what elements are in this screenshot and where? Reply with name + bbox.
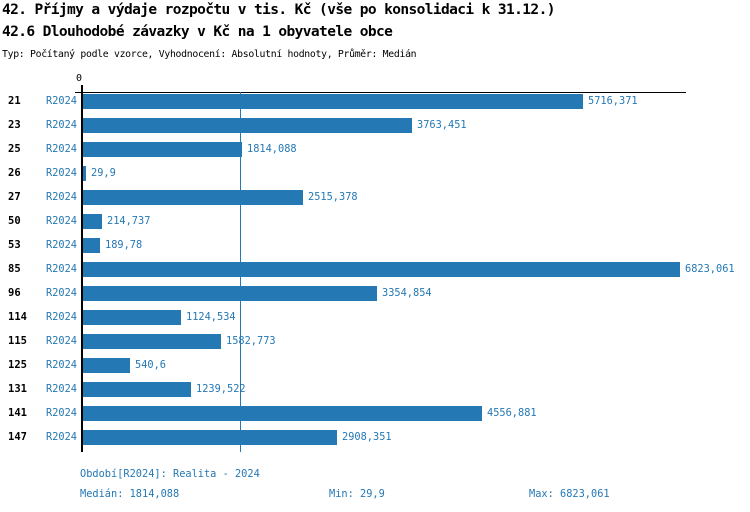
row-category-label: 114 (8, 311, 27, 323)
bar (83, 166, 86, 181)
row-series-label: R2024 (46, 383, 77, 395)
page-title: 42. Příjmy a výdaje rozpočtu v tis. Kč (… (2, 2, 555, 18)
row-series-label: R2024 (46, 95, 77, 107)
bar (83, 262, 680, 277)
row-category-label: 27 (8, 191, 21, 203)
bar (83, 118, 412, 133)
x-axis-zero-tick-label: 0 (75, 73, 83, 84)
row-category-label: 23 (8, 119, 21, 131)
bar (83, 382, 191, 397)
row-category-label: 26 (8, 167, 21, 179)
bar-value-label: 1124,534 (186, 311, 236, 323)
chart-subtitle: 42.6 Dlouhodobé závazky v Kč na 1 obyvat… (2, 24, 393, 40)
bar-value-label: 2908,351 (342, 431, 392, 443)
footer-max: Max: 6823,061 (529, 488, 610, 500)
footer-period: Období[R2024]: Realita - 2024 (80, 468, 260, 480)
bar-value-label: 5716,371 (588, 95, 638, 107)
bar (83, 286, 377, 301)
row-series-label: R2024 (46, 167, 77, 179)
bar (83, 190, 303, 205)
row-category-label: 50 (8, 215, 21, 227)
bar (83, 214, 102, 229)
row-category-label: 141 (8, 407, 27, 419)
bar (83, 238, 100, 253)
bar (83, 94, 583, 109)
row-category-label: 85 (8, 263, 21, 275)
row-series-label: R2024 (46, 263, 77, 275)
row-series-label: R2024 (46, 143, 77, 155)
bar (83, 310, 181, 325)
bar-value-label: 189,78 (105, 239, 143, 251)
chart-meta-line: Typ: Počítaný podle vzorce, Vyhodnocení:… (2, 49, 417, 60)
bar-value-label: 3354,854 (382, 287, 432, 299)
x-axis-line (75, 92, 686, 93)
bar-value-label: 214,737 (107, 215, 151, 227)
row-category-label: 53 (8, 239, 21, 251)
bar (83, 430, 337, 445)
bar-value-label: 3763,451 (417, 119, 467, 131)
bar-value-label: 1814,088 (247, 143, 297, 155)
bar-value-label: 6823,061 (685, 263, 735, 275)
row-category-label: 25 (8, 143, 21, 155)
bar (83, 142, 242, 157)
bar-value-label: 29,9 (91, 167, 116, 179)
y-axis-line (81, 85, 83, 452)
row-category-label: 21 (8, 95, 21, 107)
bar-value-label: 540,6 (135, 359, 166, 371)
row-series-label: R2024 (46, 239, 77, 251)
bar-value-label: 1239,522 (196, 383, 246, 395)
row-series-label: R2024 (46, 215, 77, 227)
footer-min: Min: 29,9 (329, 488, 385, 500)
bar-value-label: 1582,773 (226, 335, 276, 347)
row-category-label: 115 (8, 335, 27, 347)
bar-value-label: 2515,378 (308, 191, 358, 203)
row-category-label: 125 (8, 359, 27, 371)
row-series-label: R2024 (46, 407, 77, 419)
bar (83, 406, 482, 421)
row-series-label: R2024 (46, 119, 77, 131)
bar (83, 334, 221, 349)
row-series-label: R2024 (46, 335, 77, 347)
row-series-label: R2024 (46, 359, 77, 371)
row-series-label: R2024 (46, 311, 77, 323)
row-series-label: R2024 (46, 287, 77, 299)
footer-median: Medián: 1814,088 (80, 488, 180, 500)
row-category-label: 96 (8, 287, 21, 299)
row-category-label: 131 (8, 383, 27, 395)
row-series-label: R2024 (46, 191, 77, 203)
bar-value-label: 4556,881 (487, 407, 537, 419)
row-series-label: R2024 (46, 431, 77, 443)
bar (83, 358, 130, 373)
row-category-label: 147 (8, 431, 27, 443)
